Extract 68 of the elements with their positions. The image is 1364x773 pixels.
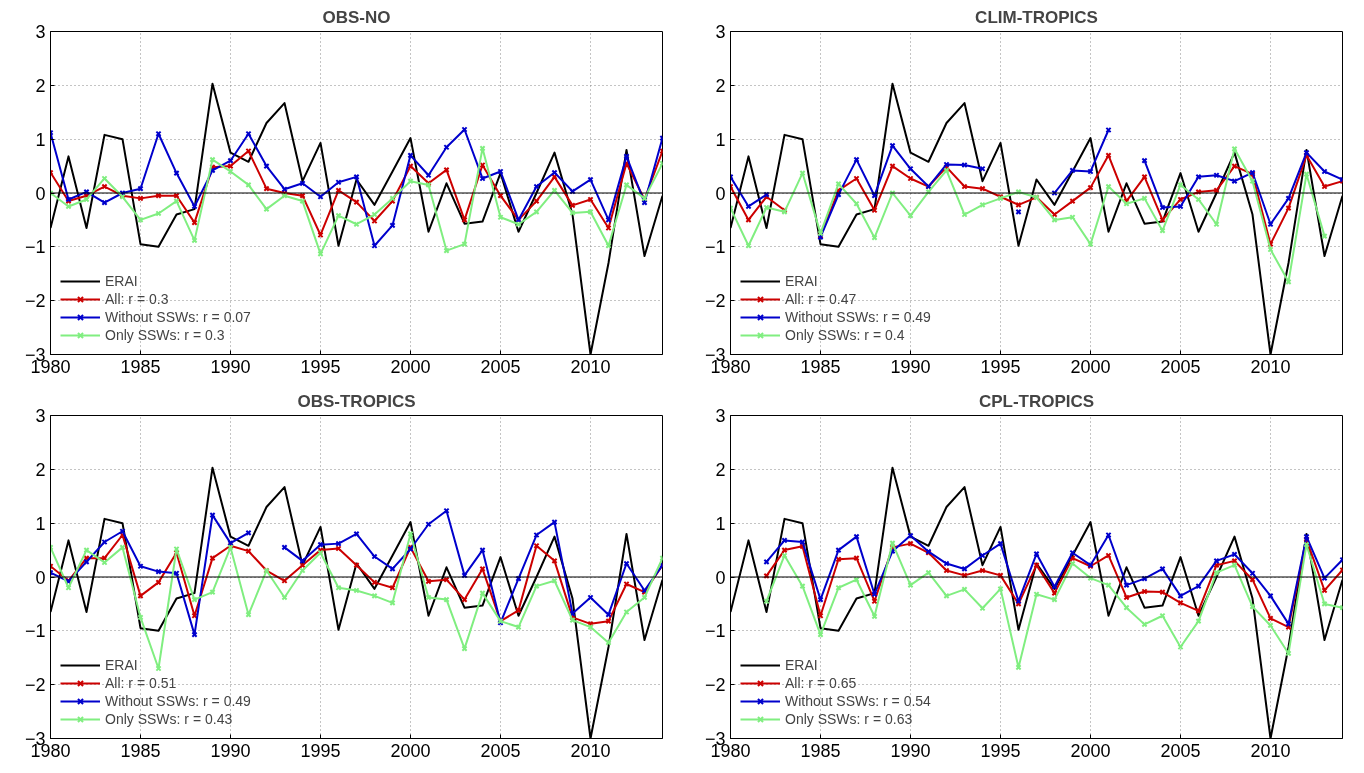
x-tick-label: 1985 — [800, 356, 841, 377]
x-tick-label: 2000 — [1070, 356, 1111, 377]
y-tick-label: 0 — [715, 183, 726, 204]
y-tick-label: 3 — [715, 406, 726, 426]
y-tick-label: 0 — [35, 567, 46, 588]
chart-title: CLIM-TROPICS — [975, 7, 1098, 27]
y-tick-label: 2 — [715, 459, 726, 480]
y-tick-label: 0 — [35, 183, 46, 204]
y-tick-label: −1 — [704, 237, 726, 258]
legend-label: Only SSWs: r = 0.3 — [105, 326, 225, 344]
x-tick-label: 2010 — [570, 356, 611, 377]
legend-label: All: r = 0.3 — [105, 290, 169, 308]
legend-label: ERAI — [785, 272, 818, 290]
x-tick-label: 2010 — [570, 740, 611, 761]
y-tick-label: 1 — [715, 129, 726, 150]
y-tick-label: 3 — [35, 22, 46, 42]
chart-title: OBS-NO — [322, 7, 391, 27]
chart-title: OBS-TROPICS — [297, 391, 416, 411]
legend-label: Only SSWs: r = 0.43 — [105, 710, 233, 728]
x-tick-label: 2000 — [390, 356, 431, 377]
chart-title: CPL-TROPICS — [978, 391, 1095, 411]
x-tick-label: 2000 — [390, 740, 431, 761]
x-tick-label: 2010 — [1250, 740, 1291, 761]
x-tick-label: 1995 — [980, 356, 1021, 377]
y-tick-label: −2 — [704, 291, 726, 312]
legend-label: ERAI — [105, 272, 138, 290]
y-tick-label: 3 — [35, 406, 46, 426]
x-tick-label: 1985 — [120, 356, 161, 377]
x-tick-label: 1995 — [980, 740, 1021, 761]
x-tick-label: 1985 — [800, 740, 841, 761]
x-tick-label: 1995 — [300, 740, 341, 761]
x-tick-label: 1990 — [890, 740, 931, 761]
y-tick-label: −1 — [24, 621, 46, 642]
y-tick-label: 2 — [715, 75, 726, 96]
legend-label: All: r = 0.65 — [785, 674, 857, 692]
legend-label: Without SSWs: r = 0.54 — [785, 692, 931, 710]
legend-label: ERAI — [105, 656, 138, 674]
legend-label: Without SSWs: r = 0.49 — [785, 308, 931, 326]
x-tick-label: 2005 — [480, 356, 521, 377]
x-tick-label: 2000 — [1070, 740, 1111, 761]
y-tick-label: 2 — [35, 459, 46, 480]
y-tick-label: −2 — [704, 675, 726, 696]
legend-label: Only SSWs: r = 0.4 — [785, 326, 905, 344]
x-tick-label: 1985 — [120, 740, 161, 761]
y-tick-label: −2 — [24, 291, 46, 312]
legend-label: ERAI — [785, 656, 818, 674]
y-tick-label: 1 — [35, 129, 46, 150]
x-tick-label: 2005 — [1160, 740, 1201, 761]
legend-label: All: r = 0.47 — [785, 290, 857, 308]
x-tick-label: 2005 — [480, 740, 521, 761]
x-tick-label: 2010 — [1250, 356, 1291, 377]
y-tick-label: 1 — [715, 513, 726, 534]
legend-label: Without SSWs: r = 0.07 — [105, 308, 251, 326]
y-tick-label: −1 — [24, 237, 46, 258]
x-tick-label: 2005 — [1160, 356, 1201, 377]
y-tick-label: −1 — [704, 621, 726, 642]
x-tick-label: 1990 — [210, 740, 251, 761]
y-tick-label: 0 — [715, 567, 726, 588]
y-tick-label: −2 — [24, 675, 46, 696]
y-tick-label: 2 — [35, 75, 46, 96]
x-tick-label: 1995 — [300, 356, 341, 377]
legend-label: Only SSWs: r = 0.63 — [785, 710, 913, 728]
y-tick-label: 3 — [715, 22, 726, 42]
y-tick-label: 1 — [35, 513, 46, 534]
legend-label: All: r = 0.51 — [105, 674, 177, 692]
x-tick-label: 1990 — [210, 356, 251, 377]
legend-label: Without SSWs: r = 0.49 — [105, 692, 251, 710]
x-tick-label: 1990 — [890, 356, 931, 377]
